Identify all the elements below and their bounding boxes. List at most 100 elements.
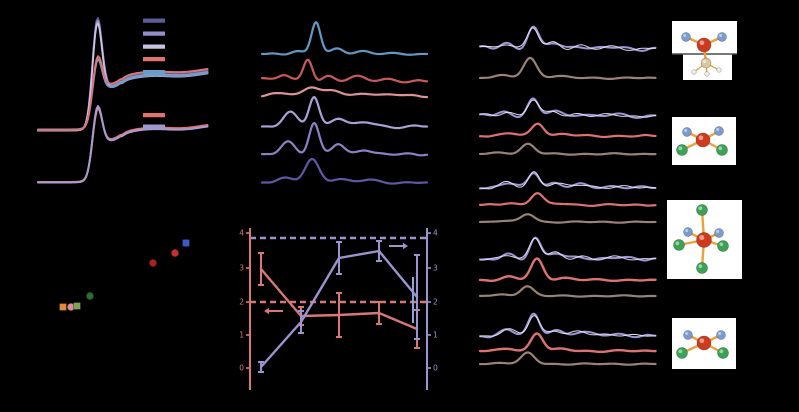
left-axis-tick-label: 1 (239, 331, 244, 340)
panel-c-curve-g4-brown (478, 285, 657, 298)
mol-square-planar-n2cl2-atom-highlight (684, 129, 688, 133)
legend-panel-a-top-swatch-tfy-blue (143, 70, 165, 75)
mol-octahedral-n2cl4-atom-highlight (699, 235, 705, 241)
mol-trigonal-with-nh3-atom-highlight (702, 59, 707, 64)
panel-b-curve-light-purple (260, 95, 429, 130)
mol-square-planar-n2cl2-b-atom-1 (683, 330, 693, 340)
panel-a (37, 17, 209, 184)
mol-square-planar-n2cl2-b-atom-highlight (699, 338, 705, 344)
legend-panel-a-top-swatch-tfy-red (143, 57, 165, 62)
mol-octahedral-n2cl4-atom-highlight (719, 242, 724, 247)
panel-c-curve-g3-brown (478, 213, 657, 224)
panel-a-curve-g1-red (37, 55, 209, 131)
panel-e-purple-series (258, 240, 420, 373)
panel-c-curve-g5-purple-overlay (479, 314, 656, 337)
mol-square-planar-n2cl2-b-atom-4 (717, 347, 729, 359)
mol-octahedral-n2cl4-atom-6 (714, 228, 724, 238)
mol-octahedral-n2cl4-atom-5 (683, 227, 693, 237)
mol-trigonal-with-nh3 (672, 21, 737, 80)
mol-square-planar-n2cl2-b (672, 318, 736, 369)
mol-square-planar-n2cl2-b-atom-0 (696, 335, 712, 351)
mol-square-planar-n2cl2-atom-highlight (698, 135, 704, 141)
legend-panel-a-bottom-swatch-pair-red (143, 113, 165, 118)
left-axis-tick-label: 4 (239, 229, 244, 238)
mol-square-planar-n2cl2-atom-3 (676, 144, 688, 156)
right-axis: 4 3 2 1 0 (426, 228, 438, 390)
panel-c-curve-g1-purple (479, 25, 657, 52)
purple-series-axis-arrow-icon (389, 242, 408, 250)
mol-square-planar-n2cl2-atom-highlight (718, 146, 723, 151)
panel-d-point-dark-green-circle (85, 291, 95, 301)
mol-square-planar-n2cl2-atom-highlight (678, 146, 683, 151)
mol-trigonal-with-nh3-atom-2 (717, 32, 727, 42)
mol-octahedral-n2cl4-atom-highlight (698, 206, 703, 211)
panel-d-point-olive-square (73, 302, 81, 310)
panel-c-curve-g3-red (478, 192, 657, 207)
mol-square-planar-n2cl2-atom-highlight (716, 128, 720, 132)
mol-trigonal-with-nh3-atom-highlight (692, 70, 695, 73)
panel-c-curve-g2-brown (478, 142, 657, 156)
panel-b-curve-pink (260, 86, 429, 99)
panel-c-curve-g4-purple-overlay (479, 237, 656, 261)
panel-b (260, 21, 429, 185)
mol-square-planar-n2cl2-atom-2 (714, 126, 724, 136)
mol-square-planar-n2cl2-b-atom-2 (716, 330, 726, 340)
panel-c-curve-g2-purple-overlay (479, 99, 656, 118)
legend-panel-a-bottom (143, 113, 165, 129)
mol-octahedral-n2cl4-atom-1 (696, 204, 708, 216)
panel-c (478, 25, 657, 366)
left-axis-tick-label: 3 (239, 264, 244, 273)
mol-trigonal-with-nh3-atom-4 (691, 69, 697, 75)
mol-octahedral-n2cl4 (667, 200, 742, 279)
mol-square-planar-n2cl2-atom-4 (716, 144, 728, 156)
left-axis: 4 3 2 1 0 (239, 228, 251, 390)
panel-c-curve-g2-red (478, 122, 657, 139)
panel-c-curve-g1-brown (478, 56, 657, 80)
right-axis-tick-label: 0 (433, 364, 438, 373)
right-axis-tick-label: 3 (433, 264, 438, 273)
mol-octahedral-n2cl4-atom-highlight (675, 241, 680, 246)
right-axis-tick-label: 2 (433, 298, 438, 307)
mol-trigonal-with-nh3-atom-highlight (717, 68, 720, 71)
panel-c-curve-g5-brown (478, 351, 657, 366)
panel-e: 4 3 2 1 0 4 3 2 1 0 (239, 228, 438, 390)
mol-trigonal-with-nh3-atom-highlight (683, 34, 687, 38)
left-axis-tick-label: 0 (239, 364, 244, 373)
panel-b-curve-red (260, 58, 429, 84)
mol-square-planar-n2cl2-b-atom-highlight (718, 332, 722, 336)
panel-c-curve-g4-purple (479, 236, 657, 262)
panel-d-point-dark-red-circle (148, 258, 158, 268)
mol-trigonal-with-nh3-atom-6 (716, 67, 722, 73)
mol-octahedral-n2cl4-atom-highlight (698, 264, 703, 269)
panel-d-point-orange-square (59, 303, 67, 311)
panel-c-curve-g1-purple-overlay (479, 27, 656, 51)
mol-octahedral-n2cl4-atom-highlight (716, 230, 720, 234)
mol-octahedral-n2cl4-atom-3 (673, 239, 685, 251)
mol-trigonal-with-nh3-atom-3 (700, 57, 712, 69)
panel-b-curve-blue (260, 21, 429, 56)
mol-square-planar-n2cl2-b-atom-highlight (719, 349, 724, 354)
panel-d-point-red-circle (170, 248, 180, 258)
mol-square-planar-n2cl2-b-atom-highlight (678, 349, 683, 354)
left-axis-tick-label: 2 (239, 298, 244, 307)
panel-c-curve-g4-red (478, 257, 657, 283)
panel-b-curve-medium-purple (260, 121, 429, 157)
panel-d-point-blue-square (182, 239, 190, 247)
mol-octahedral-n2cl4-atom-2 (696, 262, 708, 274)
right-axis-tick-label: 1 (433, 331, 438, 340)
legend-panel-a-top-swatch-herfd-dark-purple (143, 18, 165, 23)
mol-trigonal-with-nh3-atom-highlight (705, 72, 708, 75)
mol-trigonal-with-nh3-atom-highlight (719, 34, 723, 38)
panel-c-curve-g3-purple (479, 172, 657, 190)
legend-panel-a-top (143, 18, 165, 75)
mol-trigonal-with-nh3-atom-0 (696, 37, 712, 53)
mol-square-planar-n2cl2-atom-0 (695, 132, 711, 148)
panel-c-curve-g3-purple-overlay (479, 171, 656, 190)
mol-octahedral-n2cl4-atom-highlight (685, 229, 689, 233)
mol-trigonal-with-nh3-atom-highlight (699, 40, 705, 46)
mol-trigonal-with-nh3-atom-5 (704, 71, 710, 77)
panel-d (59, 239, 190, 312)
panel-a-curve-g2-purple (37, 105, 209, 184)
